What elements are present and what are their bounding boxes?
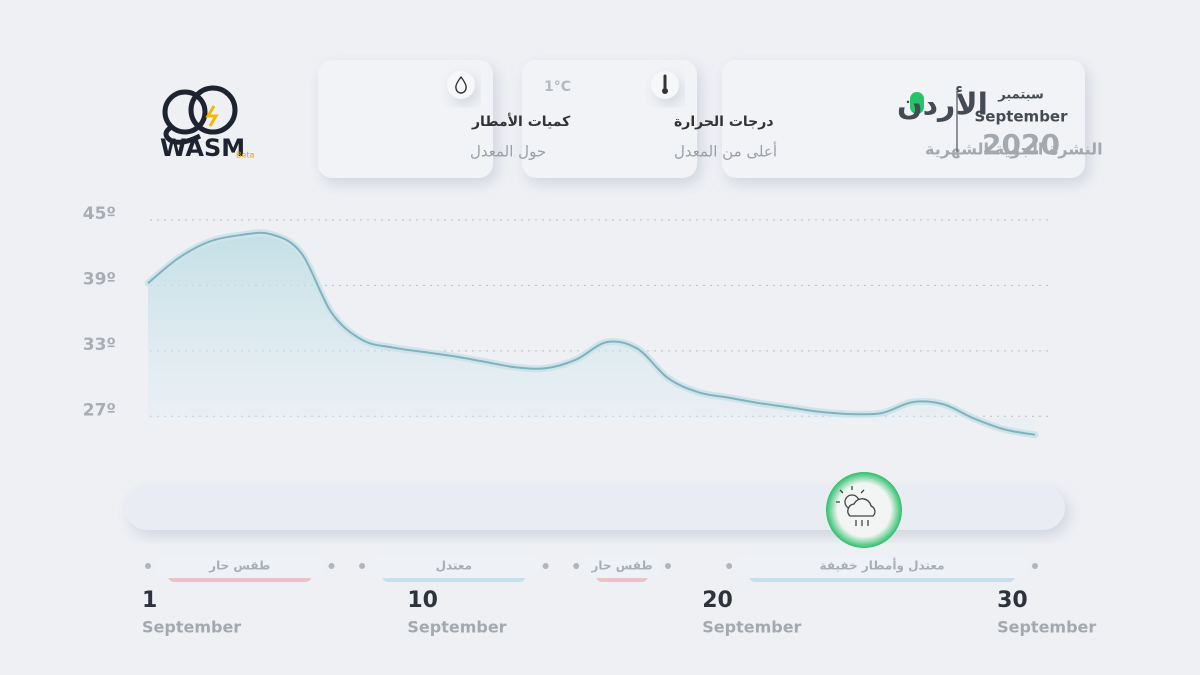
year: 2020	[982, 128, 1060, 161]
period-band	[582, 554, 662, 578]
y-tick-label: 39º	[83, 269, 116, 289]
rain-title: كميات الأمطار	[471, 113, 571, 130]
y-tick-label: 27º	[83, 400, 116, 420]
period-label: معتدل وأمطار خفيفة	[820, 558, 945, 574]
x-tick-sublabel: September	[702, 618, 801, 637]
weather-icon	[836, 486, 876, 526]
line	[147, 231, 1036, 436]
month-ar: سبتمبر	[997, 88, 1044, 103]
drop-icon	[447, 71, 475, 99]
temp-subtitle: أعلى من المعدل	[674, 142, 777, 161]
y-tick-label: 45º	[83, 204, 116, 224]
x-tick-label: 20	[702, 588, 733, 613]
rain-subtitle: حول المعدل	[470, 143, 546, 161]
month-en: September	[975, 108, 1069, 126]
period-dot	[145, 563, 151, 569]
x-tick-label: 10	[407, 588, 438, 613]
period-dot	[573, 563, 580, 569]
y-tick-label: 33º	[83, 335, 116, 355]
period-dot	[359, 563, 366, 569]
country: الأردن	[897, 86, 988, 123]
temp-note: 1°C	[544, 79, 571, 95]
period-dot	[328, 563, 335, 569]
period-band	[154, 554, 326, 578]
header-card	[722, 60, 1085, 178]
status-pill	[910, 92, 924, 114]
logo-badge: Beta	[236, 151, 255, 160]
period-label: طقس حار	[591, 559, 653, 573]
logo-name: WASM	[160, 134, 245, 162]
logo	[162, 85, 238, 145]
temp-title: درجات الحرارة	[674, 114, 774, 130]
period-dot	[726, 563, 733, 569]
line-area	[148, 232, 1035, 435]
period-label: معتدل	[436, 559, 472, 573]
x-tick-sublabel: September	[997, 618, 1096, 637]
x-tick-label: 30	[997, 588, 1028, 613]
period-label: طقس حار	[208, 559, 270, 573]
x-tick-sublabel: September	[142, 618, 241, 637]
plot: 27º 33º 39º 45º طقس حار معتدل طقس حار معتدل وأم…	[83, 204, 1097, 637]
period-band	[735, 554, 1029, 578]
period-dot	[664, 563, 671, 569]
slider-track	[125, 486, 1065, 530]
thermo-bulb	[662, 88, 668, 94]
period-dot	[542, 563, 549, 569]
x-tick-sublabel: September	[407, 618, 506, 637]
period-band	[368, 554, 540, 578]
x-tick-label: 1	[142, 588, 157, 613]
drop-glyph	[455, 75, 467, 94]
bulletin: النشرة الجوية الشهرية	[925, 140, 1103, 159]
period-dot	[1032, 563, 1038, 569]
